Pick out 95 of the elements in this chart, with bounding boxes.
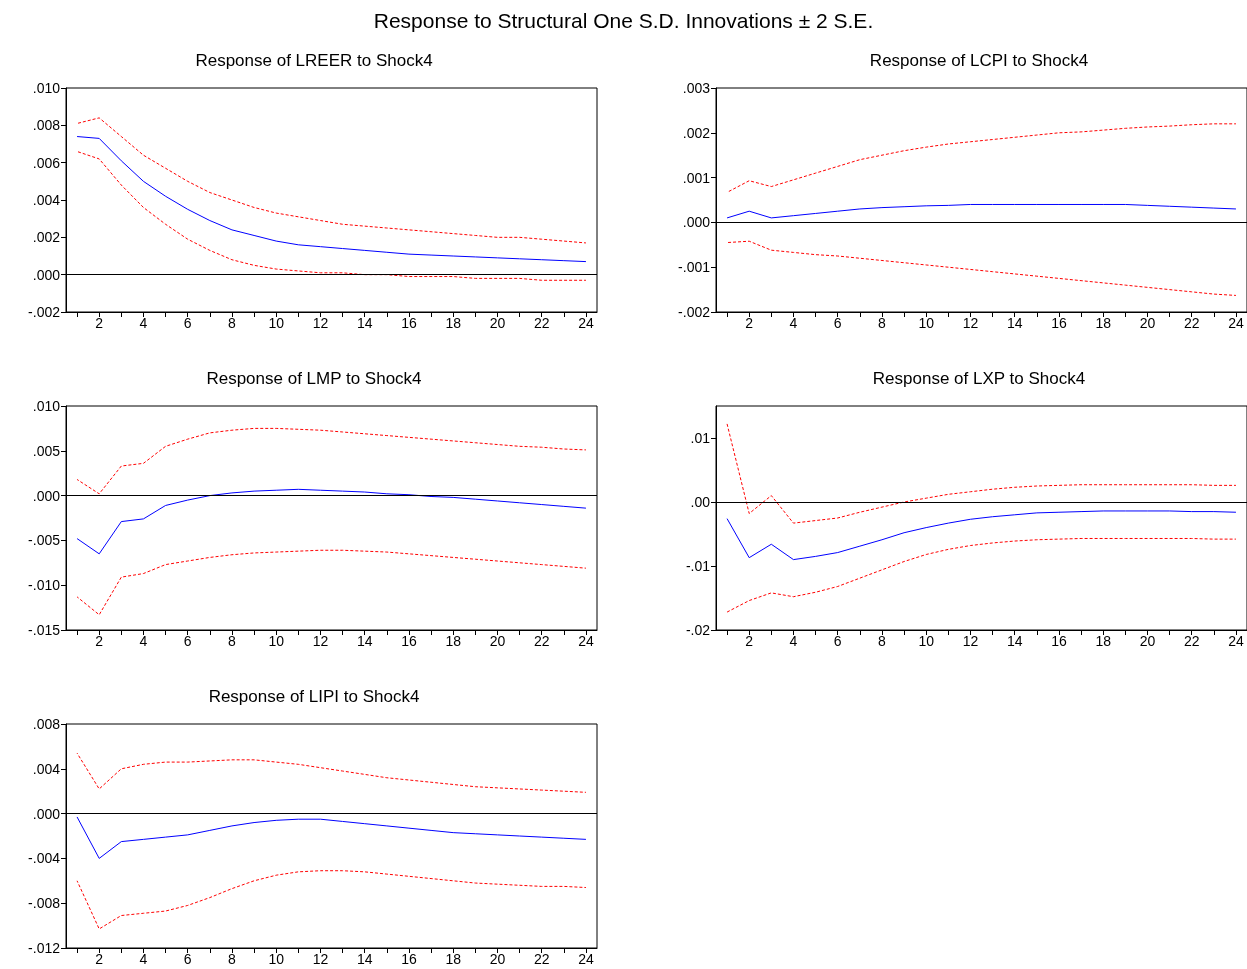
y-tick-label: .010	[32, 80, 61, 96]
x-tick-label: 8	[228, 633, 237, 649]
x-tick-label: 16	[401, 951, 417, 967]
x-tick-label: 14	[356, 951, 373, 967]
y-tick-label: .002	[32, 229, 61, 246]
x-tick-label: 4	[789, 315, 798, 331]
y-tick-label: .001	[682, 169, 711, 186]
chart-title: Response of LMP to Shock4	[206, 369, 422, 388]
y-tick-label: .01	[690, 430, 711, 446]
x-tick-label: 6	[833, 315, 842, 331]
x-tick-label: 6	[183, 633, 192, 649]
y-tick-label: .003	[682, 80, 711, 96]
y-tick-label: -.002	[678, 304, 711, 320]
x-tick-label: 8	[228, 315, 237, 331]
x-tick-label: 18	[445, 633, 462, 649]
x-tick-label: 4	[139, 315, 148, 331]
chart-title: Response of LCPI to Shock4	[869, 51, 1089, 70]
x-tick-label: 2	[95, 633, 104, 649]
x-tick-label: 24	[578, 633, 594, 649]
x-tick-label: 10	[268, 633, 285, 649]
x-tick-label: 8	[228, 951, 237, 967]
y-tick-label: -.01	[685, 558, 711, 574]
x-tick-label: 16	[401, 315, 417, 331]
x-tick-label: 12	[962, 633, 979, 649]
x-tick-label: 4	[139, 951, 148, 967]
x-tick-label: 18	[1095, 315, 1112, 331]
x-tick-label: 22	[533, 633, 550, 649]
y-tick-label: .00	[690, 494, 711, 510]
y-tick-label: .010	[32, 398, 61, 414]
y-tick-label: -.004	[28, 850, 61, 867]
x-tick-label: 14	[356, 633, 373, 649]
y-tick-label: -.02	[685, 622, 711, 638]
x-tick-label: 14	[1006, 633, 1023, 649]
text: Response to Structural One S.D. Innovations ± 2 S.E.	[372, 9, 875, 33]
x-tick-label: 2	[745, 315, 754, 331]
y-tick-label: -.008	[28, 895, 61, 912]
x-tick-label: 6	[183, 951, 192, 967]
x-tick-label: 2	[745, 633, 754, 649]
x-tick-label: 10	[268, 315, 285, 331]
y-tick-label: -.012	[28, 940, 61, 956]
x-tick-label: 18	[1095, 633, 1112, 649]
y-tick-label: .000	[32, 487, 61, 504]
y-tick-label: -.005	[28, 532, 61, 549]
x-tick-label: 10	[268, 951, 285, 967]
y-tick-label: .004	[32, 192, 61, 208]
y-tick-label: .008	[32, 716, 61, 732]
x-tick-label: 22	[1183, 633, 1200, 649]
x-tick-label: 12	[312, 951, 329, 967]
x-tick-label: 18	[445, 315, 462, 331]
x-tick-label: 20	[1139, 633, 1156, 649]
x-tick-label: 20	[489, 315, 506, 331]
x-tick-label: 6	[183, 315, 192, 331]
x-tick-label: 12	[312, 315, 329, 331]
x-tick-label: 14	[356, 315, 373, 331]
x-tick-label: 24	[1228, 633, 1244, 649]
y-tick-label: -.002	[28, 304, 61, 320]
x-tick-label: 24	[578, 951, 594, 967]
y-tick-label: .000	[32, 805, 61, 822]
y-tick-label: .000	[682, 214, 711, 231]
x-tick-label: 22	[533, 315, 550, 331]
chart-title: Response of LXP to Shock4	[872, 369, 1086, 388]
y-tick-label: -.010	[28, 577, 61, 594]
x-tick-label: 4	[789, 633, 798, 649]
y-tick-label: .005	[32, 442, 61, 459]
x-tick-label: 22	[1183, 315, 1200, 331]
x-tick-label: 2	[95, 315, 104, 331]
chart-title: Response of LREER to Shock4	[195, 51, 433, 70]
x-tick-label: 14	[1006, 315, 1023, 331]
chart-title: Response of LIPI to Shock4	[208, 687, 420, 706]
x-tick-label: 10	[918, 633, 935, 649]
y-tick-label: -.001	[678, 259, 711, 276]
x-tick-label: 10	[918, 315, 935, 331]
x-tick-label: 18	[445, 951, 462, 967]
x-tick-label: 24	[578, 315, 594, 331]
x-tick-label: 24	[1228, 315, 1244, 331]
x-tick-label: 16	[1051, 633, 1067, 649]
x-tick-label: 16	[401, 633, 417, 649]
y-tick-label: .000	[32, 266, 61, 283]
x-tick-label: 20	[489, 951, 506, 967]
x-tick-label: 8	[878, 633, 887, 649]
y-tick-label: .008	[32, 117, 61, 134]
x-tick-label: 12	[312, 633, 329, 649]
x-tick-label: 16	[1051, 315, 1067, 331]
x-tick-label: 2	[95, 951, 104, 967]
x-tick-label: 8	[878, 315, 887, 331]
y-tick-label: .002	[682, 124, 711, 141]
y-tick-label: -.015	[28, 622, 61, 638]
x-tick-label: 20	[1139, 315, 1156, 331]
x-tick-label: 6	[833, 633, 842, 649]
x-tick-label: 4	[139, 633, 148, 649]
y-tick-label: .004	[32, 760, 61, 777]
x-tick-label: 22	[533, 951, 550, 967]
x-tick-label: 20	[489, 633, 506, 649]
y-tick-label: .006	[32, 154, 61, 171]
x-tick-label: 12	[962, 315, 979, 331]
